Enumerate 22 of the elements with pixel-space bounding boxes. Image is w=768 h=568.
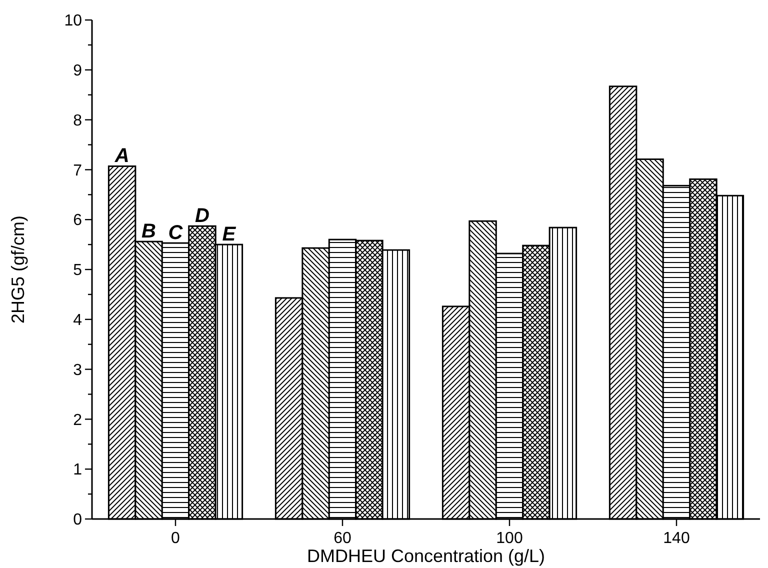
y-tick-label: 9 [73, 62, 82, 80]
y-tick-label: 0 [73, 512, 82, 529]
series-label: C [168, 222, 184, 244]
x-tick-label: 140 [663, 530, 690, 547]
series-label: B [142, 220, 156, 243]
series-label: E [222, 224, 236, 246]
series-label: D [194, 205, 210, 228]
y-tick-label: 7 [73, 162, 82, 180]
x-tick-label: 60 [334, 530, 352, 547]
y-tick-label: 2 [73, 412, 82, 429]
y-axis-title: 2HG5 (gf/cm) [8, 215, 28, 324]
y-tick-label: 10 [64, 12, 82, 30]
x-tick-label: 100 [496, 530, 523, 547]
y-tick-label: 8 [73, 112, 82, 130]
x-tick-label: 0 [171, 530, 180, 547]
x-axis-title: DMDHEU Concentration (g/L) [306, 546, 546, 566]
y-tick-label: 5 [73, 262, 82, 280]
y-tick-label: 3 [73, 362, 82, 379]
y-tick-label: 1 [73, 462, 82, 479]
y-tick-label: 6 [73, 212, 82, 230]
series-label: A [114, 145, 130, 168]
y-tick-label: 4 [73, 312, 82, 329]
